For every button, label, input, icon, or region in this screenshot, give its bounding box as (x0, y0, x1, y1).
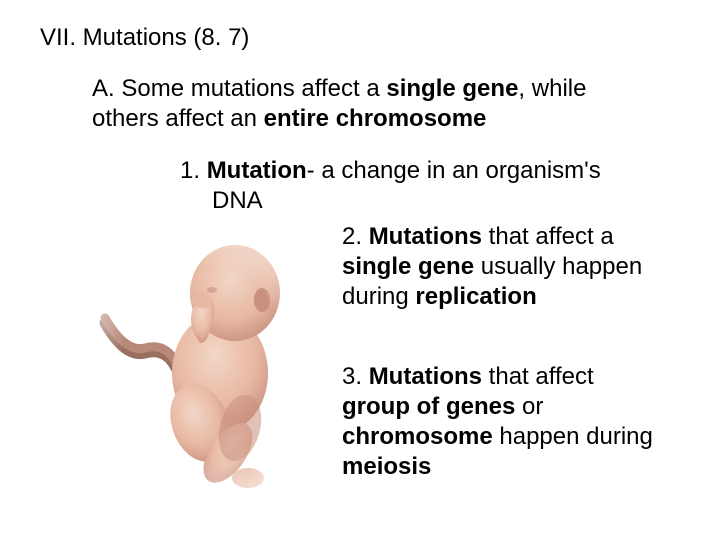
item2-bold-3: replication (415, 283, 536, 310)
item1-rest: - a change in an organism's (307, 157, 601, 184)
item1-label: 1. (180, 157, 207, 184)
sub-a-bold-1: single gene (386, 75, 518, 102)
item2-bold-1: Mutations (369, 223, 482, 250)
subpoint-a: A. Some mutations affect a single gene, … (92, 74, 652, 134)
list-item-1: 1. Mutation- a change in an organism's D… (180, 156, 680, 216)
item3-t2: or (515, 393, 543, 420)
section-heading: VII. Mutations (8. 7) (40, 24, 680, 52)
item2-bold-2: single gene (342, 253, 474, 280)
image-fade (90, 228, 320, 498)
list-item-2: 2. Mutations that affect a single gene u… (342, 222, 662, 312)
fetus-illustration (90, 228, 320, 498)
item3-t1: that affect (482, 363, 594, 390)
item3-bold-3: chromosome (342, 423, 493, 450)
item3-t3: happen during (493, 423, 653, 450)
item3-bold-2: group of genes (342, 393, 515, 420)
sub-a-prefix: A. Some mutations affect a (92, 75, 386, 102)
item3-bold-4: meiosis (342, 453, 431, 480)
list-item-3: 3. Mutations that affect group of genes … (342, 362, 662, 482)
item2-label: 2. (342, 223, 369, 250)
slide-container: VII. Mutations (8. 7) A. Some mutations … (0, 0, 720, 540)
item2-t1: that affect a (482, 223, 614, 250)
item1-line2: DNA (212, 186, 680, 216)
item3-label: 3. (342, 363, 369, 390)
item1-bold: Mutation (207, 157, 307, 184)
item3-bold-1: Mutations (369, 363, 482, 390)
heading-text: VII. Mutations (8. 7) (40, 24, 249, 51)
sub-a-bold-2: entire chromosome (264, 105, 487, 132)
